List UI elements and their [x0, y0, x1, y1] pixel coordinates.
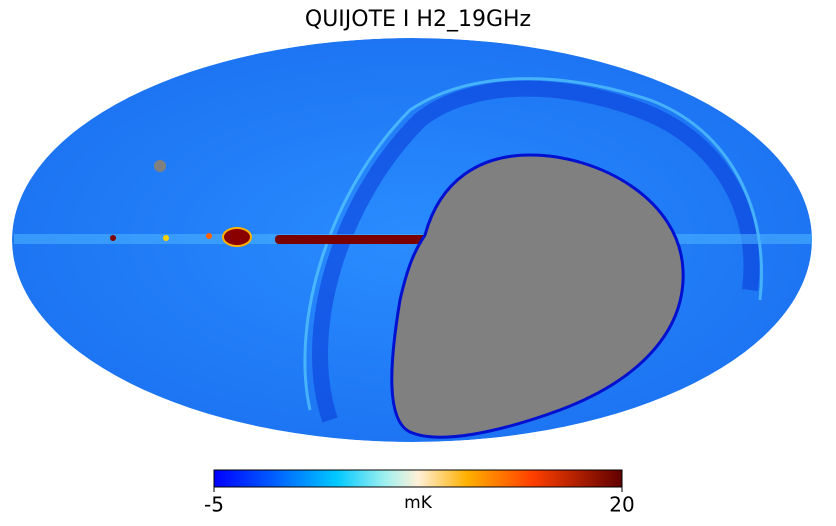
- scan-ring: [312, 80, 760, 423]
- bright-source: [206, 233, 212, 239]
- mollweide-map: [12, 38, 812, 442]
- masked-region: [390, 153, 685, 439]
- bright-region: [222, 227, 252, 247]
- colorbar-max-label: 20: [609, 493, 634, 517]
- colorbar-min-label: -5: [204, 493, 224, 517]
- masked-source: [154, 160, 166, 172]
- colorbar: [213, 469, 623, 488]
- map-title: QUIJOTE I H2_19GHz: [305, 7, 531, 32]
- bright-source: [163, 235, 169, 241]
- bright-source: [110, 235, 116, 241]
- galactic-plane-emission: [275, 235, 427, 244]
- scan-ring-highlight: [303, 77, 763, 411]
- colorbar-unit: mK: [404, 493, 433, 513]
- colorbar-ticks: [213, 487, 623, 492]
